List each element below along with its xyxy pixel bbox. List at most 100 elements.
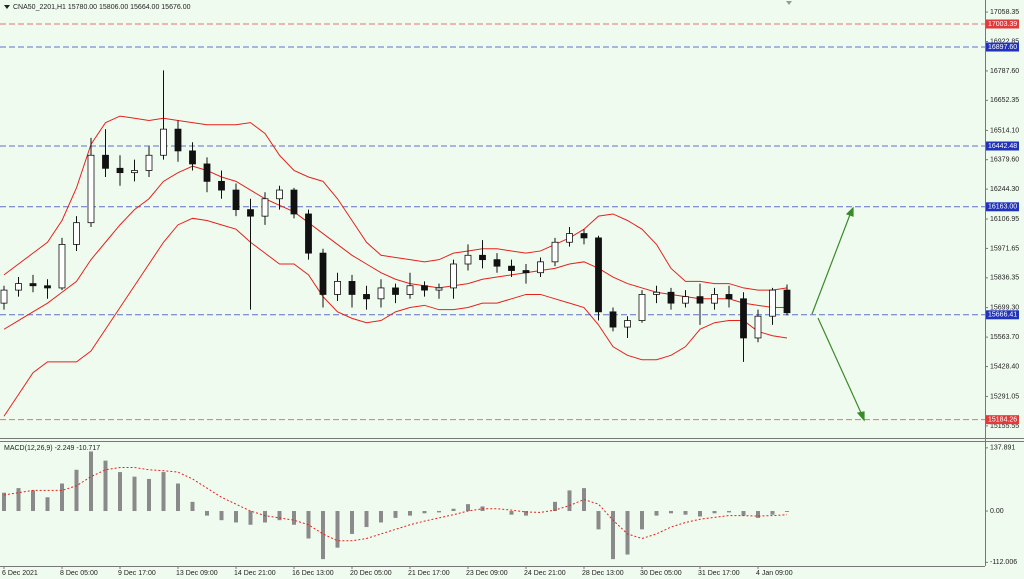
shift-marker (786, 1, 792, 5)
candle-body (682, 296, 689, 304)
candle-body (247, 209, 254, 217)
x-tick-label: 21 Dec 17:00 (408, 570, 450, 577)
candle-body (377, 287, 385, 300)
candle-body (725, 294, 733, 300)
macd-bar (321, 511, 325, 560)
y-tick-label: 15155.55 (990, 423, 1019, 430)
candle-body (334, 280, 341, 295)
macd-bar (292, 511, 296, 525)
level-label: 16442.48 (988, 143, 1017, 150)
candle-body (348, 280, 356, 295)
macd-bar (2, 492, 6, 512)
x-tick-label: 9 Dec 17:00 (118, 570, 156, 577)
x-tick-label: 13 Dec 09:00 (176, 570, 218, 577)
y-tick-label: 15971.65 (990, 245, 1019, 252)
candle-body (769, 289, 776, 317)
candle-body (160, 128, 167, 156)
candle-body (116, 167, 124, 174)
candle-body (305, 213, 312, 254)
candle-body (450, 263, 457, 289)
candle-body (493, 259, 501, 267)
macd-bar (205, 511, 209, 516)
y-tick-label: 15836.35 (990, 275, 1019, 282)
level-label: 15184.26 (988, 417, 1017, 424)
macd-bar (16, 488, 21, 512)
x-tick-label: 30 Dec 05:00 (640, 570, 682, 577)
candle-body (566, 233, 573, 243)
candle-body (131, 170, 138, 174)
macd-bar (219, 511, 224, 521)
arrow-down (817, 317, 863, 416)
macd-bar (234, 511, 238, 523)
macd-bar (698, 511, 702, 517)
candle-body (145, 154, 153, 171)
y-tick-label: -112.006 (990, 559, 1017, 566)
macd-bar (118, 472, 122, 512)
candle-body (580, 233, 588, 239)
macd-bar (582, 488, 586, 512)
level-label: 17003.39 (988, 21, 1017, 28)
macd-bar (350, 511, 354, 534)
level-tag (986, 415, 1019, 425)
macd-bar (451, 508, 456, 512)
y-tick-label: 15291.05 (990, 393, 1019, 400)
candle-body (522, 270, 530, 274)
candle-body (319, 252, 327, 295)
arrow-head (856, 411, 865, 422)
candle-body (363, 294, 370, 300)
macd-bar (31, 490, 35, 512)
level-tag (986, 202, 1019, 212)
x-tick-label: 6 Dec 2021 (2, 570, 38, 577)
macd-bar (785, 511, 789, 512)
projection-arrows (811, 206, 865, 422)
macd-bar (437, 511, 441, 513)
x-tick-label: 8 Dec 05:00 (60, 570, 98, 577)
x-tick-label: 16 Dec 13:00 (292, 570, 334, 577)
candle-body (87, 154, 95, 224)
macd-bar (277, 511, 282, 521)
candle-body (232, 189, 240, 211)
macd-bar (727, 511, 731, 513)
candle-body (44, 285, 51, 289)
level-label: 15666.41 (988, 312, 1017, 319)
x-tick-label: 20 Dec 05:00 (350, 570, 392, 577)
y-tick-label: 16922.85 (990, 38, 1019, 45)
level-tag (986, 42, 1019, 52)
level-tag (986, 141, 1019, 151)
x-tick-label: 31 Dec 17:00 (698, 570, 740, 577)
macd-bar (422, 511, 427, 514)
macd-bar (103, 460, 108, 512)
menu-arrow[interactable] (4, 5, 10, 9)
y-tick-label: 16106.95 (990, 216, 1019, 223)
candle-body (290, 189, 298, 215)
candle-body (102, 154, 109, 169)
band-lower (3, 217, 788, 417)
y-tick-label: 0.00 (990, 508, 1004, 515)
macd-bar (741, 511, 746, 516)
macd-bar (625, 511, 630, 555)
x-tick-label: 28 Dec 13:00 (582, 570, 624, 577)
candle-body (406, 285, 414, 295)
candle-body (740, 298, 747, 339)
macd-bar (640, 511, 644, 530)
candle-body (421, 285, 428, 291)
candle-body (537, 261, 544, 274)
macd-bar (60, 483, 64, 512)
y-tick-label: 16244.30 (990, 186, 1019, 193)
y-tick-label: 137.891 (990, 445, 1015, 452)
arrow-head (845, 206, 854, 217)
macd-bar (553, 501, 557, 512)
macd-bar (611, 511, 615, 560)
y-tick-label: 15428.40 (990, 363, 1019, 370)
macd-bar (712, 511, 717, 514)
x-tick-label: 23 Dec 09:00 (466, 570, 508, 577)
macd-bar (770, 511, 775, 515)
candle-body (73, 222, 80, 245)
candle-body (435, 287, 443, 291)
y-tick-label: 15699.30 (990, 304, 1019, 311)
macd-bar (509, 511, 514, 515)
level-tag (986, 310, 1019, 320)
candle-body (29, 283, 37, 287)
level-tag (986, 19, 1019, 29)
